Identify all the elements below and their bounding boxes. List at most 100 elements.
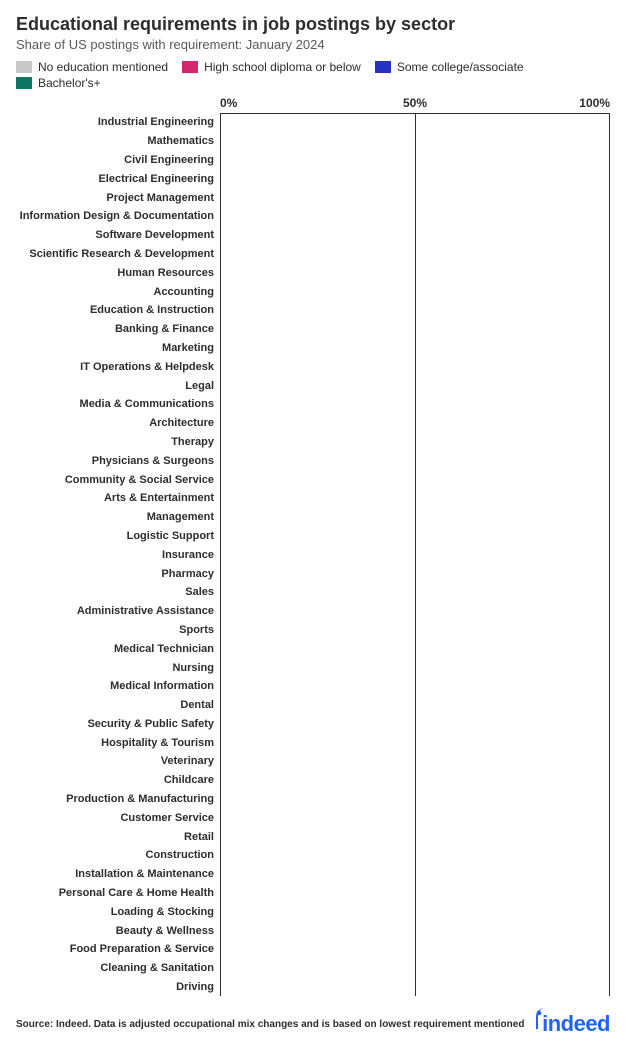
axis-tick-label: 0%: [220, 96, 237, 110]
sector-row: Therapy: [16, 434, 610, 452]
axis-tick-label: 50%: [403, 96, 427, 110]
sector-row: Electrical Engineering: [16, 170, 610, 188]
sector-row: Management: [16, 509, 610, 527]
sector-label: Nursing: [16, 663, 220, 674]
chart-subtitle: Share of US postings with requirement: J…: [16, 37, 610, 52]
sector-row: Software Development: [16, 227, 610, 245]
source-note: Source: Indeed. Data is adjusted occupat…: [16, 1019, 524, 1030]
sector-row: Medical Information: [16, 678, 610, 696]
sector-row: Cleaning & Sanitation: [16, 960, 610, 978]
sector-label: Medical Technician: [16, 644, 220, 655]
sector-row: Insurance: [16, 546, 610, 564]
sector-row: Legal: [16, 377, 610, 395]
sector-row: Civil Engineering: [16, 152, 610, 170]
sector-label: Marketing: [16, 343, 220, 354]
sector-row: IT Operations & Helpdesk: [16, 358, 610, 376]
sector-row: Industrial Engineering: [16, 114, 610, 132]
sector-row: Architecture: [16, 415, 610, 433]
sector-label: Media & Communications: [16, 399, 220, 410]
sector-label: Legal: [16, 381, 220, 392]
legend-item: High school diploma or below: [182, 60, 361, 74]
sector-label: Physicians & Surgeons: [16, 456, 220, 467]
sector-label: Scientific Research & Development: [16, 249, 220, 260]
sector-label: Education & Instruction: [16, 305, 220, 316]
sector-row: Education & Instruction: [16, 302, 610, 320]
sector-label: Construction: [16, 850, 220, 861]
sector-label: Therapy: [16, 437, 220, 448]
sector-row: Installation & Maintenance: [16, 866, 610, 884]
sector-row: Administrative Assistance: [16, 603, 610, 621]
sector-label: Logistic Support: [16, 531, 220, 542]
sector-label: Community & Social Service: [16, 475, 220, 486]
sector-row: Retail: [16, 828, 610, 846]
sector-row: Logistic Support: [16, 528, 610, 546]
sector-label: Management: [16, 512, 220, 523]
sector-label: Human Resources: [16, 268, 220, 279]
sector-label: Customer Service: [16, 813, 220, 824]
sector-label: Installation & Maintenance: [16, 869, 220, 880]
sector-row: Nursing: [16, 659, 610, 677]
legend-swatch: [375, 61, 391, 73]
sector-row: Hospitality & Tourism: [16, 734, 610, 752]
legend-item: No education mentioned: [16, 60, 168, 74]
sector-label: Administrative Assistance: [16, 606, 220, 617]
sector-row: Dental: [16, 697, 610, 715]
sector-label: Electrical Engineering: [16, 174, 220, 185]
legend-item: Bachelor's+: [16, 76, 101, 90]
sector-row: Physicians & Surgeons: [16, 452, 610, 470]
sector-label: Mathematics: [16, 136, 220, 147]
sector-label: Hospitality & Tourism: [16, 738, 220, 749]
sector-label: Veterinary: [16, 756, 220, 767]
legend-label: High school diploma or below: [204, 60, 361, 74]
sector-row: Construction: [16, 847, 610, 865]
sector-label: Production & Manufacturing: [16, 794, 220, 805]
legend-swatch: [16, 77, 32, 89]
sector-row: Project Management: [16, 189, 610, 207]
sector-label: Information Design & Documentation: [16, 211, 220, 222]
sector-row: Production & Manufacturing: [16, 791, 610, 809]
legend-item: Some college/associate: [375, 60, 524, 74]
sector-label: Driving: [16, 982, 220, 993]
sector-label: Dental: [16, 700, 220, 711]
sector-label: Childcare: [16, 775, 220, 786]
sector-row: Media & Communications: [16, 396, 610, 414]
sector-label: Sports: [16, 625, 220, 636]
sector-label: Architecture: [16, 418, 220, 429]
sector-label: Accounting: [16, 287, 220, 298]
sector-row: Pharmacy: [16, 565, 610, 583]
sector-row: Security & Public Safety: [16, 716, 610, 734]
sector-label: IT Operations & Helpdesk: [16, 362, 220, 373]
sector-label: Personal Care & Home Health: [16, 888, 220, 899]
sector-label: Security & Public Safety: [16, 719, 220, 730]
axis-tick-label: 100%: [579, 96, 610, 110]
legend-swatch: [182, 61, 198, 73]
sector-row: Medical Technician: [16, 640, 610, 658]
sector-row: Accounting: [16, 283, 610, 301]
legend-label: Bachelor's+: [38, 76, 101, 90]
sector-label: Loading & Stocking: [16, 907, 220, 918]
sector-label: Banking & Finance: [16, 324, 220, 335]
sector-row: Personal Care & Home Health: [16, 885, 610, 903]
chart-area: 0% 50% 100% Industrial Engineering Mathemat…: [16, 96, 610, 996]
sector-row: Information Design & Documentation: [16, 208, 610, 226]
sector-label: Insurance: [16, 550, 220, 561]
sector-label: Sales: [16, 587, 220, 598]
sector-row: Sales: [16, 584, 610, 602]
sector-row: Veterinary: [16, 753, 610, 771]
sector-row: Mathematics: [16, 133, 610, 151]
legend: No education mentioned High school diplom…: [16, 60, 610, 90]
legend-label: Some college/associate: [397, 60, 524, 74]
sector-row: Sports: [16, 622, 610, 640]
sector-row: Food Preparation & Service: [16, 941, 610, 959]
sector-row: Beauty & Wellness: [16, 922, 610, 940]
sector-row: Loading & Stocking: [16, 903, 610, 921]
sector-row: Driving: [16, 979, 610, 997]
sector-row: Community & Social Service: [16, 471, 610, 489]
sector-label: Project Management: [16, 193, 220, 204]
sector-row: Marketing: [16, 340, 610, 358]
chart-rows: Industrial Engineering Mathematics Civil E…: [16, 114, 610, 996]
sector-label: Medical Information: [16, 681, 220, 692]
sector-row: Banking & Finance: [16, 321, 610, 339]
sector-label: Industrial Engineering: [16, 117, 220, 128]
sector-label: Retail: [16, 832, 220, 843]
